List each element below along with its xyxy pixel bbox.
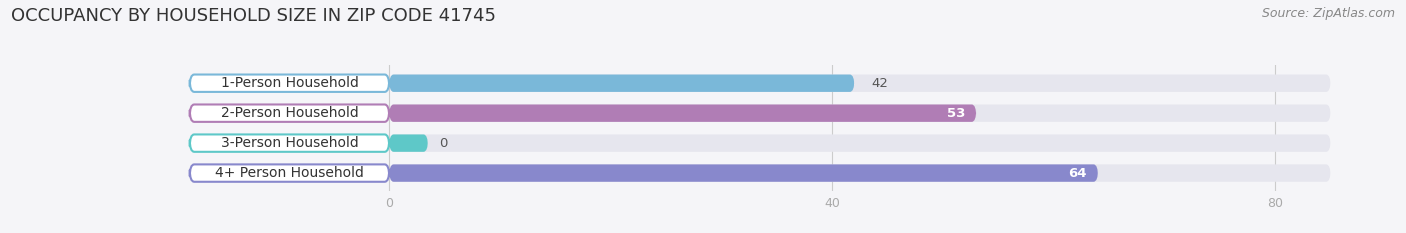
- FancyBboxPatch shape: [389, 134, 1330, 152]
- FancyBboxPatch shape: [389, 104, 976, 122]
- FancyBboxPatch shape: [190, 75, 389, 92]
- FancyBboxPatch shape: [389, 75, 1330, 92]
- Text: OCCUPANCY BY HOUSEHOLD SIZE IN ZIP CODE 41745: OCCUPANCY BY HOUSEHOLD SIZE IN ZIP CODE …: [11, 7, 496, 25]
- Text: 4+ Person Household: 4+ Person Household: [215, 166, 364, 180]
- Text: Source: ZipAtlas.com: Source: ZipAtlas.com: [1261, 7, 1395, 20]
- Text: 64: 64: [1069, 167, 1087, 180]
- FancyBboxPatch shape: [389, 134, 427, 152]
- Text: 3-Person Household: 3-Person Household: [221, 136, 359, 150]
- FancyBboxPatch shape: [389, 75, 855, 92]
- FancyBboxPatch shape: [190, 164, 389, 182]
- FancyBboxPatch shape: [190, 104, 389, 122]
- Text: 2-Person Household: 2-Person Household: [221, 106, 359, 120]
- FancyBboxPatch shape: [389, 164, 1098, 182]
- FancyBboxPatch shape: [389, 164, 1330, 182]
- Text: 53: 53: [946, 107, 965, 120]
- Text: 42: 42: [870, 77, 887, 90]
- Text: 1-Person Household: 1-Person Household: [221, 76, 359, 90]
- FancyBboxPatch shape: [190, 134, 389, 152]
- FancyBboxPatch shape: [389, 104, 1330, 122]
- Text: 0: 0: [439, 137, 447, 150]
